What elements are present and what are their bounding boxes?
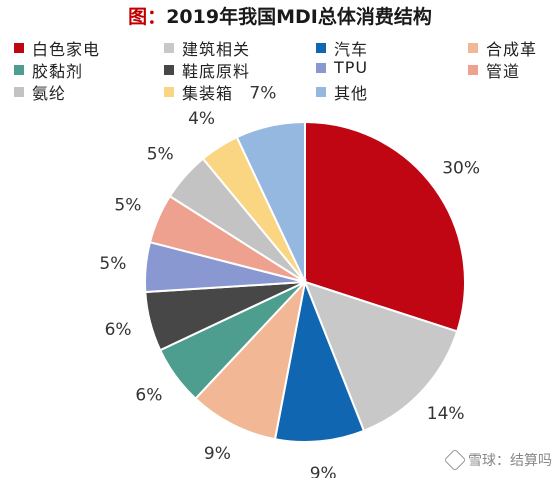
legend-swatch [14, 87, 24, 97]
pie-slice [235, 120, 306, 283]
slice-percent-label: 5% [99, 254, 126, 274]
legend-label: 其他 [334, 84, 369, 103]
legend-swatch [164, 43, 174, 53]
snowball-logo-icon [443, 448, 467, 472]
legend-item: 鞋底原料 [164, 58, 250, 82]
legend-label: 集装箱 [182, 84, 234, 103]
legend-swatch [14, 43, 24, 53]
legend-item: 白色家电 [14, 36, 100, 60]
slice-percent-label: 6% [105, 320, 132, 340]
watermark: 雪球：结算吗 [443, 448, 552, 472]
legend-item: 胶黏剂 [14, 58, 83, 82]
legend-swatch [164, 87, 174, 97]
legend-label: TPU [334, 58, 369, 77]
legend-swatch [316, 87, 326, 97]
legend-label: 建筑相关 [182, 40, 251, 59]
legend-swatch [316, 62, 326, 73]
legend-item: 汽车 [316, 36, 368, 60]
pie-slice [303, 280, 459, 433]
legend-label: 氨纶 [32, 84, 67, 103]
slice-percent-label: 4% [188, 109, 215, 129]
legend-item: 其他 [316, 80, 368, 104]
slice-percent-label: 30% [442, 159, 480, 179]
pie-slice [304, 120, 466, 333]
pie-slice [194, 278, 307, 441]
legend-label: 管道 [486, 62, 521, 81]
legend-label: 胶黏剂 [32, 62, 84, 81]
pie-slices [144, 120, 466, 444]
watermark-text: 雪球：结算吗 [468, 453, 552, 469]
title-prefix: 图： [128, 6, 167, 28]
legend-item: 氨纶 [14, 80, 66, 104]
legend-swatch [468, 65, 478, 75]
pie-labels: 30% 14% 9% 9% 6% 6% 5% 5% 5% 4% 7% [99, 84, 480, 478]
slice-percent-label: 14% [427, 404, 465, 424]
legend-swatch [164, 65, 174, 75]
legend-label: 合成革 [486, 40, 538, 59]
legend-label: 汽车 [334, 40, 369, 59]
legend-item: TPU [316, 58, 368, 77]
chart-title: 图：2019年我国MDI总体消费结构 [0, 2, 560, 29]
legend-swatch [14, 65, 24, 75]
legend-label: 鞋底原料 [182, 62, 251, 81]
legend-item: 合成革 [468, 36, 537, 60]
legend-swatch [316, 43, 326, 53]
legend-item: 建筑相关 [164, 36, 250, 60]
slice-percent-label: 5% [147, 144, 174, 164]
title-main: 2019年我国MDI总体消费结构 [166, 6, 432, 28]
legend-label: 白色家电 [32, 40, 101, 59]
slice-percent-label: 6% [135, 385, 162, 405]
slice-percent-label: 9% [310, 464, 337, 478]
pie-slice [273, 278, 366, 444]
slice-percent-label: 9% [204, 444, 231, 464]
legend-swatch [468, 43, 478, 53]
legend-item: 集装箱 [164, 80, 233, 104]
slice-percent-label: 7% [249, 84, 276, 104]
legend-item: 管道 [468, 58, 520, 82]
slice-percent-label: 5% [114, 195, 141, 215]
